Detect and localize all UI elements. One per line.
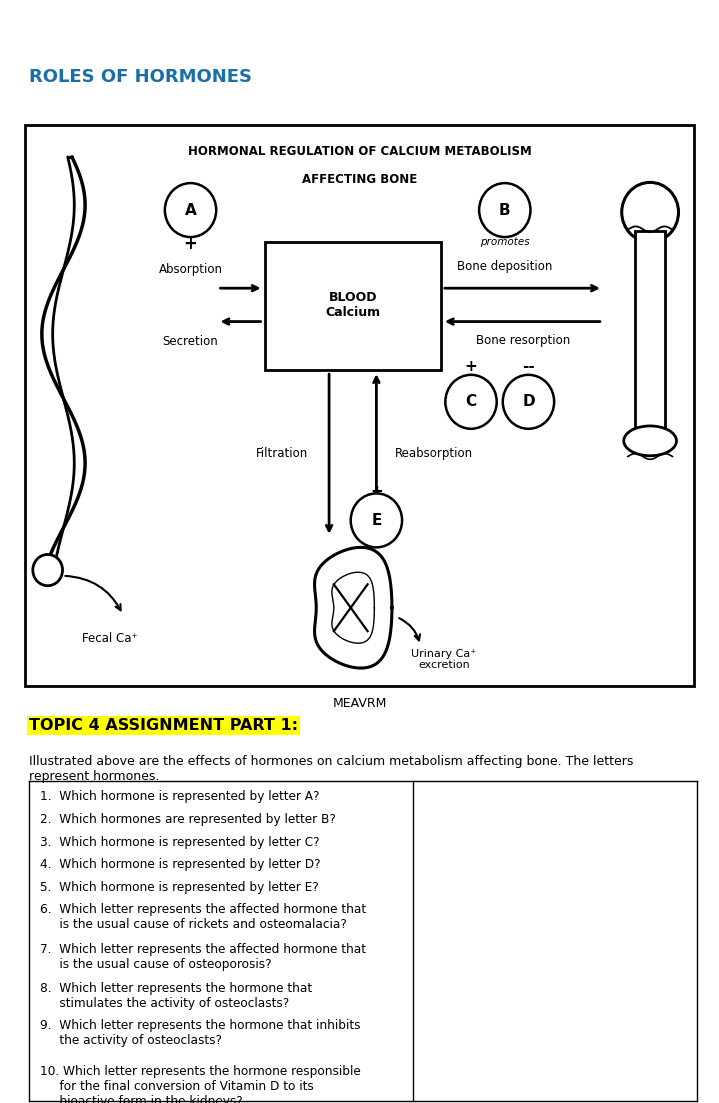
Text: Fecal Ca⁺: Fecal Ca⁺ [82,632,137,645]
Text: MEAVRM: MEAVRM [332,697,387,710]
Text: +: + [370,484,383,500]
Text: Filtration: Filtration [256,447,308,460]
Text: Urinary Ca⁺
excretion: Urinary Ca⁺ excretion [411,649,477,671]
Text: 10. Which letter represents the hormone responsible
     for the final conversio: 10. Which letter represents the hormone … [40,1064,360,1103]
Circle shape [479,183,531,237]
Text: 7.  Which letter represents the affected hormone that
     is the usual cause of: 7. Which letter represents the affected … [40,943,365,972]
Text: 9.  Which letter represents the hormone that inhibits
     the activity of osteo: 9. Which letter represents the hormone t… [40,1019,360,1047]
FancyBboxPatch shape [636,232,665,430]
Text: +: + [183,235,198,254]
Circle shape [622,182,679,242]
Text: 4.  Which hormone is represented by letter D?: 4. Which hormone is represented by lette… [40,858,320,871]
Text: Reabsorption: Reabsorption [395,447,473,460]
FancyBboxPatch shape [25,125,694,686]
Text: D: D [522,394,535,409]
Text: 3.  Which hormone is represented by letter C?: 3. Which hormone is represented by lette… [40,836,319,849]
Text: C: C [465,394,477,409]
Text: B: B [499,203,510,217]
Text: E: E [371,513,382,528]
Text: 1.  Which hormone is represented by letter A?: 1. Which hormone is represented by lette… [40,790,319,803]
Text: Absorption: Absorption [158,263,223,276]
Circle shape [503,375,554,429]
Text: Bone deposition: Bone deposition [457,260,552,274]
Text: AFFECTING BONE: AFFECTING BONE [302,173,417,186]
Circle shape [445,375,497,429]
Text: TOPIC 4 ASSIGNMENT PART 1:: TOPIC 4 ASSIGNMENT PART 1: [29,718,298,732]
Circle shape [165,183,216,237]
Text: HORMONAL REGULATION OF CALCIUM METABOLISM: HORMONAL REGULATION OF CALCIUM METABOLIS… [188,144,531,158]
Text: ROLES OF HORMONES: ROLES OF HORMONES [29,67,252,86]
Text: +: + [464,358,477,374]
Text: Illustrated above are the effects of hormones on calcium metabolism affecting bo: Illustrated above are the effects of hor… [29,756,633,783]
Ellipse shape [624,426,677,456]
Polygon shape [314,547,392,668]
Text: 2.  Which hormones are represented by letter B?: 2. Which hormones are represented by let… [40,813,336,826]
Text: 5.  Which hormone is represented by letter E?: 5. Which hormone is represented by lette… [40,880,319,893]
Circle shape [33,555,63,586]
FancyBboxPatch shape [265,242,441,370]
Text: A: A [185,203,196,217]
Text: --: -- [522,358,535,374]
Text: 6.  Which letter represents the affected hormone that
     is the usual cause of: 6. Which letter represents the affected … [40,903,366,931]
Text: Secretion: Secretion [162,335,219,347]
Text: Bone resorption: Bone resorption [476,333,570,346]
Text: 8.  Which letter represents the hormone that
     stimulates the activity of ost: 8. Which letter represents the hormone t… [40,982,311,1009]
Text: promotes: promotes [480,237,530,247]
Circle shape [351,493,402,547]
Text: BLOOD
Calcium: BLOOD Calcium [325,290,380,319]
